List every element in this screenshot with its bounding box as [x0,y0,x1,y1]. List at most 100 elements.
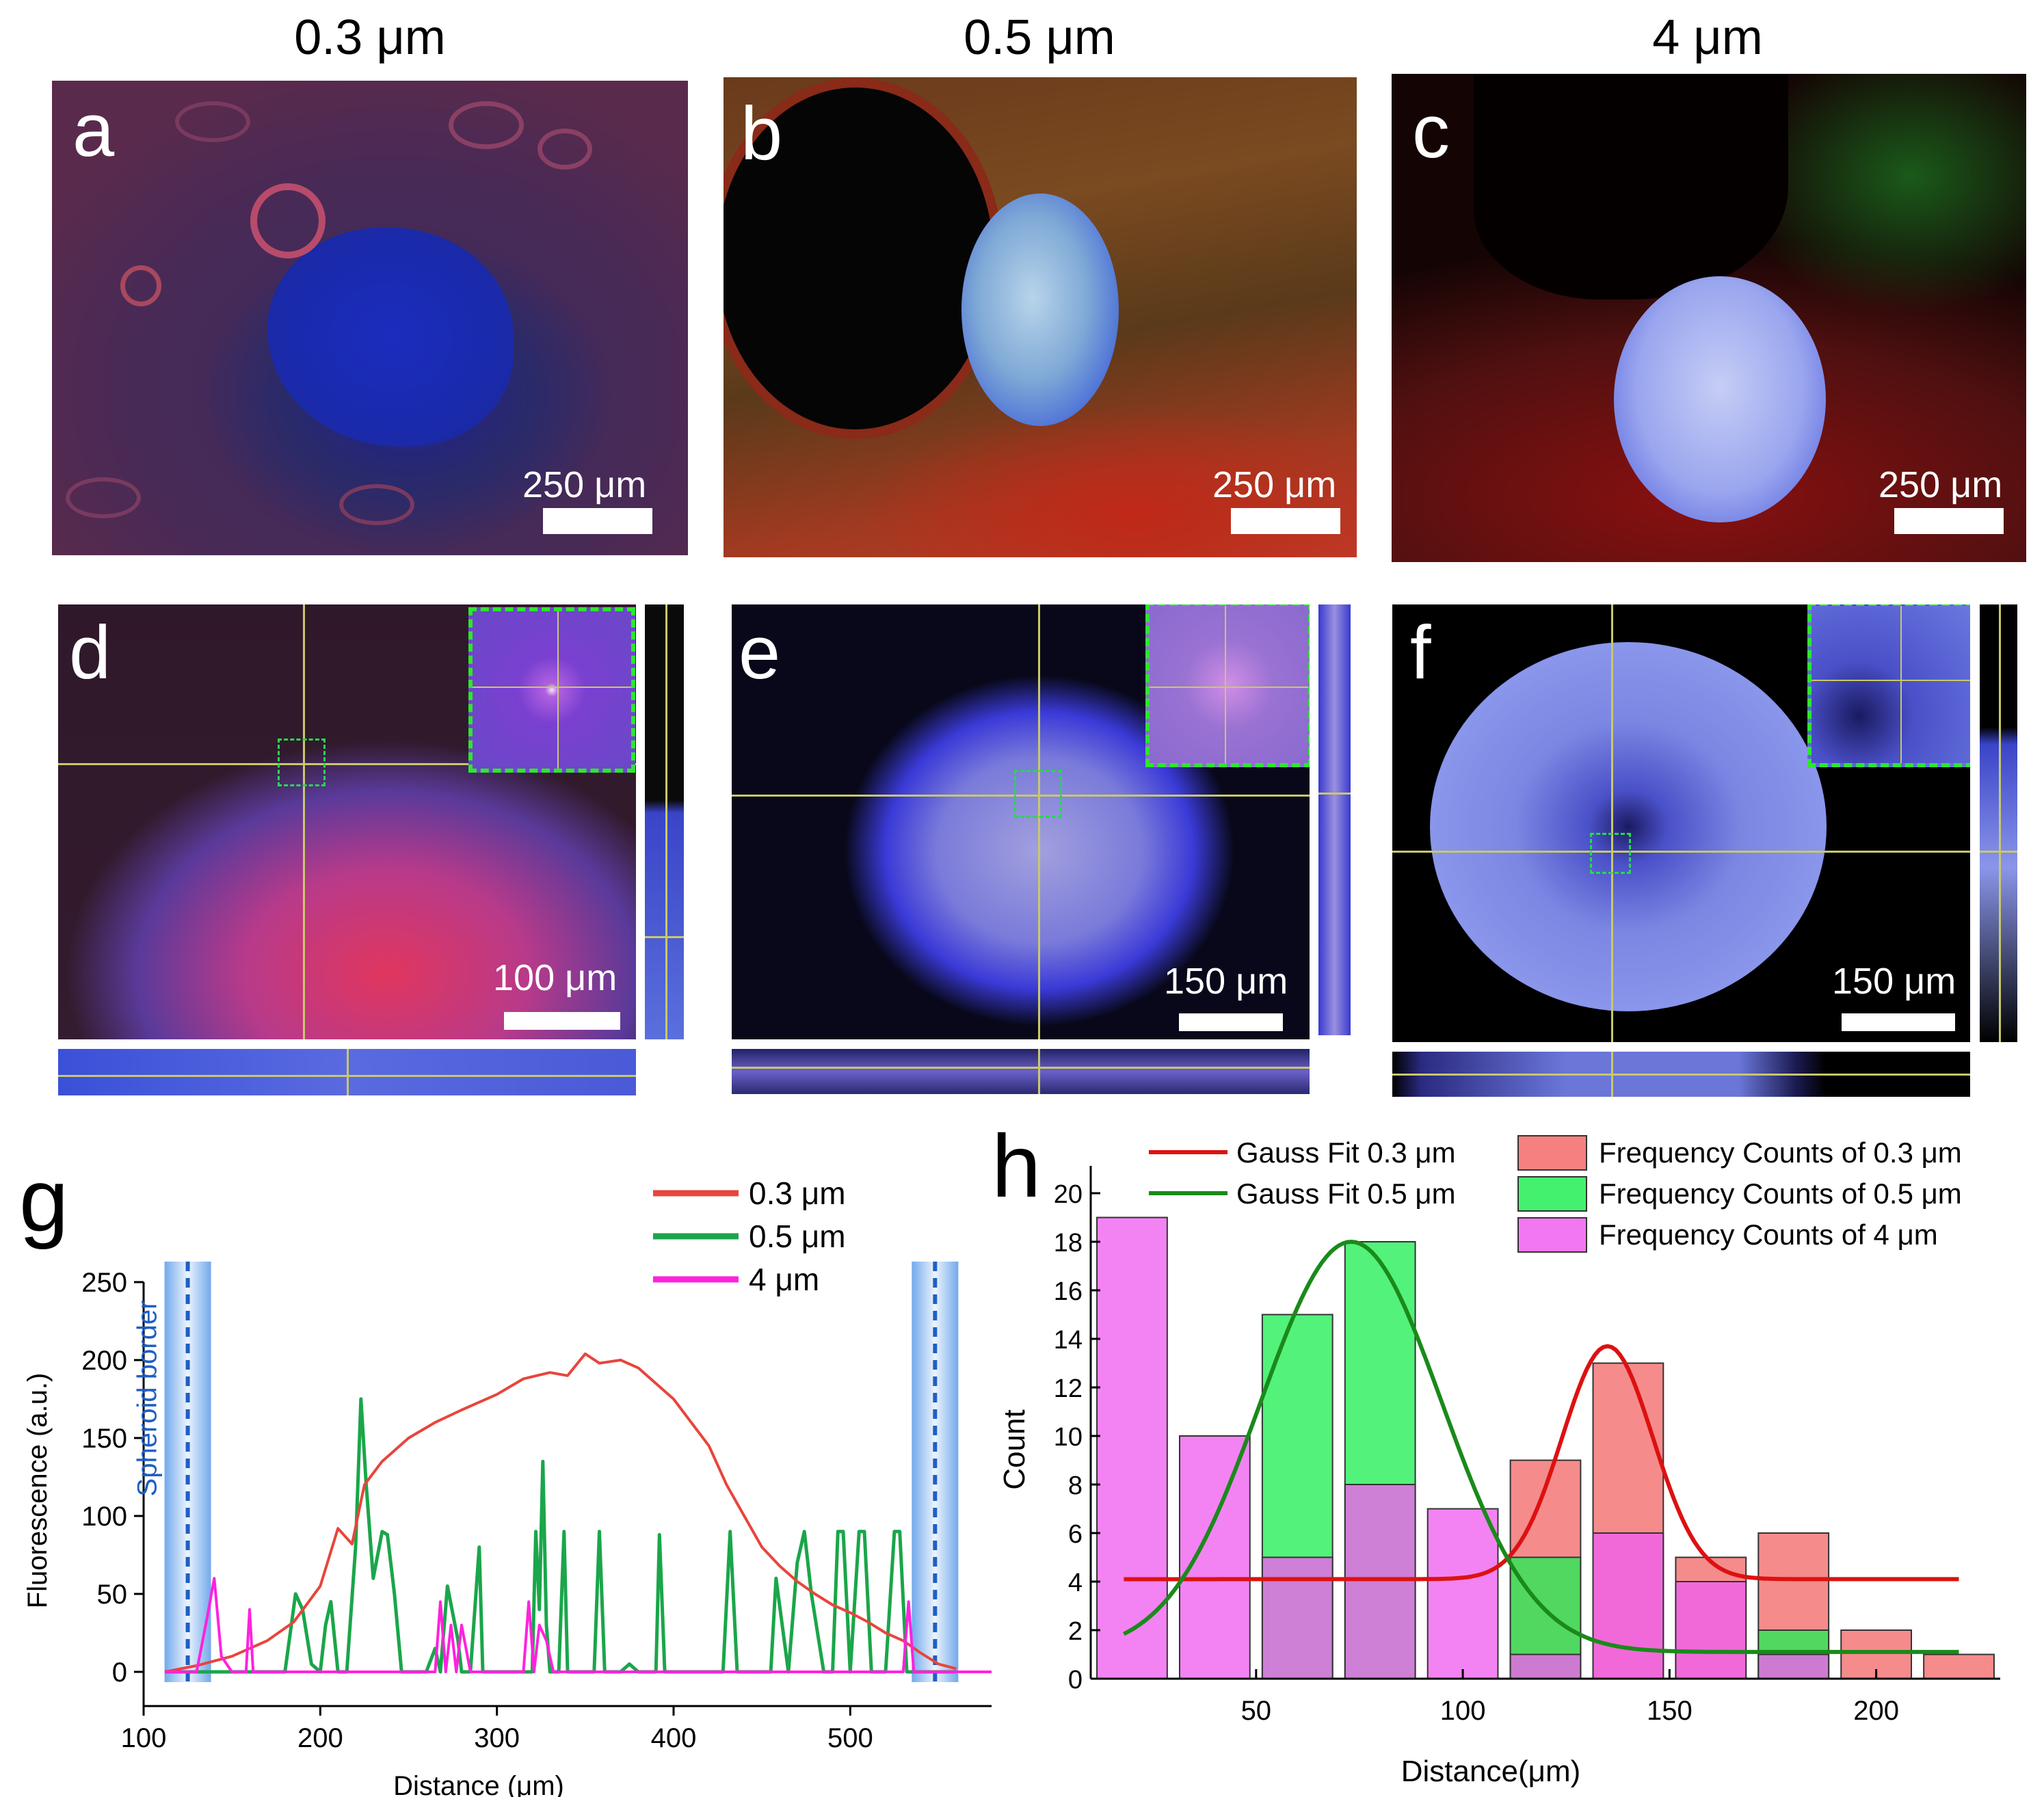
histogram-bar [1592,1532,1664,1679]
column-title-4um: 4 μm [1652,10,1763,65]
legend-label: 4 μm [749,1262,819,1297]
legend-label: 0.3 μm [749,1175,846,1211]
spheroid [267,228,514,447]
x-axis-label: Distance (μm) [393,1771,564,1797]
column-title-0-5um: 0.5 μm [964,10,1115,65]
x-tick-label: 50 [1241,1696,1272,1726]
spheroid-border-band [164,1262,211,1682]
legend-swatch [1517,1135,1587,1171]
legend-label: 0.5 μm [749,1219,846,1254]
pore-ring [120,265,161,306]
orthoview-side-e [1318,604,1351,1035]
panel-d: d 100 μm [58,604,636,1039]
chart-g: 0 50 100 150 200 250 100 200 300 400 500 Distance (… [23,1175,992,1797]
legend-swatch [1517,1217,1587,1253]
roi-box [1590,833,1631,874]
pore-ring [175,101,250,142]
series-line-05m [165,1397,957,1674]
histogram-bar [1757,1653,1830,1679]
legend-label: Frequency Counts of 0.3 μm [1599,1136,1962,1169]
orthoview-bottom-e [732,1049,1310,1094]
panel-label-a: a [72,88,115,172]
pore-ring [250,183,326,258]
legend-label: Gauss Fit 0.5 μm [1236,1177,1456,1210]
histogram-bar [1261,1556,1333,1679]
y-tick-label: 150 [81,1424,127,1454]
x-tick-label: 150 [1647,1696,1693,1726]
scale-bar-c [1894,508,2004,534]
histogram-bar [1344,1484,1416,1679]
crosshair-vertical [303,604,305,1039]
y-tick-label: 4 [1068,1569,1083,1597]
y-tick-label: 200 [81,1346,127,1376]
orthoview-side-d [645,604,684,1039]
panel-label-f: f [1410,611,1431,695]
x-tick-label: 200 [297,1723,343,1753]
histogram-bar [1923,1653,1995,1679]
legend-label: Frequency Counts of 4 μm [1599,1219,1938,1251]
crosshair-horizontal [1392,851,1970,853]
spheroid-border-annotation: Spheroid border [133,1301,163,1497]
chart-h: 0 2 4 6 8 10 12 14 16 18 20 50 100 150 200 Distance(μm)… [998,1135,2000,1788]
zoom-inset [1807,604,1970,767]
x-tick-label: 400 [651,1723,697,1753]
y-tick-label: 6 [1068,1520,1083,1549]
y-tick-label: 14 [1054,1326,1083,1355]
panel-label-e: e [739,611,781,695]
scale-bar-label-c: 250 μm [1879,464,2003,505]
scale-bar-label-a: 250 μm [522,464,647,505]
scale-bar-b [1231,508,1340,534]
y-tick-label: 20 [1054,1180,1083,1209]
dark-region [1474,74,1788,300]
panel-label-b: b [741,92,783,176]
spheroid-border-band [912,1262,959,1682]
y-axis-label: Count [998,1409,1031,1489]
scale-bar-label-e: 150 μm [1164,961,1288,1002]
scale-bar-label-f: 150 μm [1832,961,1956,1002]
x-axis-label: Distance(μm) [1401,1755,1581,1788]
panel-label-d: d [69,611,111,695]
column-title-0-3um: 0.3 μm [294,10,446,65]
scale-bar-d [504,1012,620,1030]
y-tick-label: 0 [1068,1666,1083,1694]
gauss-fit-line [1124,1344,1959,1582]
x-tick-label: 300 [474,1723,520,1753]
y-tick-label: 250 [81,1268,127,1298]
crosshair-horizontal [732,795,1310,797]
y-tick-label: 0 [112,1658,127,1688]
x-tick-label: 100 [121,1723,167,1753]
crosshair-horizontal [58,763,636,765]
scale-bar-f [1842,1013,1955,1031]
panel-a: a 250 μm [52,81,688,555]
series-line-4m [165,1577,992,1673]
x-tick-label: 200 [1853,1696,1899,1726]
orthoview-bottom-d [58,1049,636,1095]
histogram-bar [1426,1508,1499,1679]
legend-swatch [1517,1176,1587,1212]
histogram-bar [1675,1581,1747,1679]
scale-bar-label-b: 250 μm [1212,464,1337,505]
pore-ring [339,484,414,525]
panel-label-h: h [992,1116,1041,1216]
y-tick-label: 100 [81,1502,127,1532]
crosshair-vertical [1611,604,1613,1042]
y-tick-label: 12 [1054,1374,1083,1403]
crosshair-vertical [1038,604,1040,1039]
panel-e: e 150 μm [732,604,1310,1039]
scale-bar-a [543,508,652,534]
spheroid [1430,642,1827,1011]
orthoview-bottom-f [1392,1052,1970,1097]
pore-ring [537,129,592,170]
y-tick-label: 2 [1068,1617,1083,1646]
y-tick-label: 10 [1054,1423,1083,1452]
y-axis-label: Fluorescence (a.u.) [23,1373,53,1609]
pore-ring [66,477,141,518]
scale-bar-label-d: 100 μm [493,957,618,998]
scale-bar-e [1179,1013,1283,1031]
roi-box [1014,770,1062,818]
x-tick-label: 500 [827,1723,873,1753]
gauss-fit-line [1122,1239,1959,1654]
panel-label-c: c [1412,90,1450,174]
legend-label: Gauss Fit 0.3 μm [1236,1136,1456,1169]
panel-b: b 250 μm [724,77,1357,557]
